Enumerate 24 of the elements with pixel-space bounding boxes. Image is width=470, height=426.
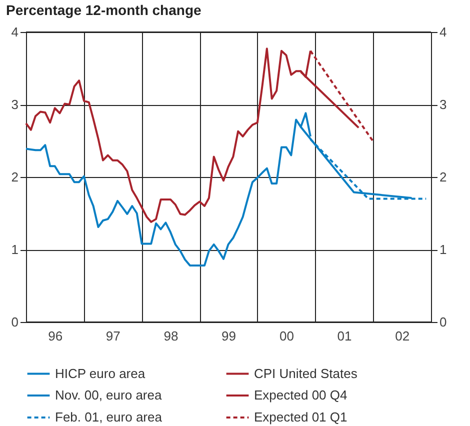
legend-label: Expected 01 Q1	[254, 410, 348, 424]
y-tick-label: 4	[11, 24, 18, 40]
y-tick-label: 1	[11, 242, 18, 257]
y-tick-label: 0	[11, 314, 18, 330]
legend-label: HICP euro area	[55, 366, 146, 381]
x-tick-label: 96	[48, 328, 63, 344]
y-tick-label: 2	[11, 170, 18, 184]
x-tick-label: 99	[222, 328, 236, 344]
y2-tick-label: 2	[440, 170, 447, 184]
x-tick-label: 02	[395, 328, 410, 344]
y2-tick-label: 1	[440, 242, 447, 257]
y2-tick-label: 0	[440, 314, 447, 330]
chart-title: Percentage 12-month change	[6, 2, 202, 18]
x-tick-label: 00	[280, 328, 294, 344]
y2-tick-label: 3	[440, 97, 447, 112]
legend-label: Feb. 01, euro area	[55, 410, 163, 424]
legend-label: Expected 00 Q4	[254, 388, 348, 402]
y2-tick-label: 4	[440, 24, 447, 40]
legend-label: CPI United States	[254, 366, 358, 381]
legend-label: Nov. 00, euro area	[55, 388, 162, 402]
x-tick-label: 01	[337, 328, 352, 344]
x-tick-label: 98	[164, 328, 178, 344]
y-tick-label: 3	[11, 97, 18, 112]
x-tick-label: 97	[106, 328, 120, 344]
